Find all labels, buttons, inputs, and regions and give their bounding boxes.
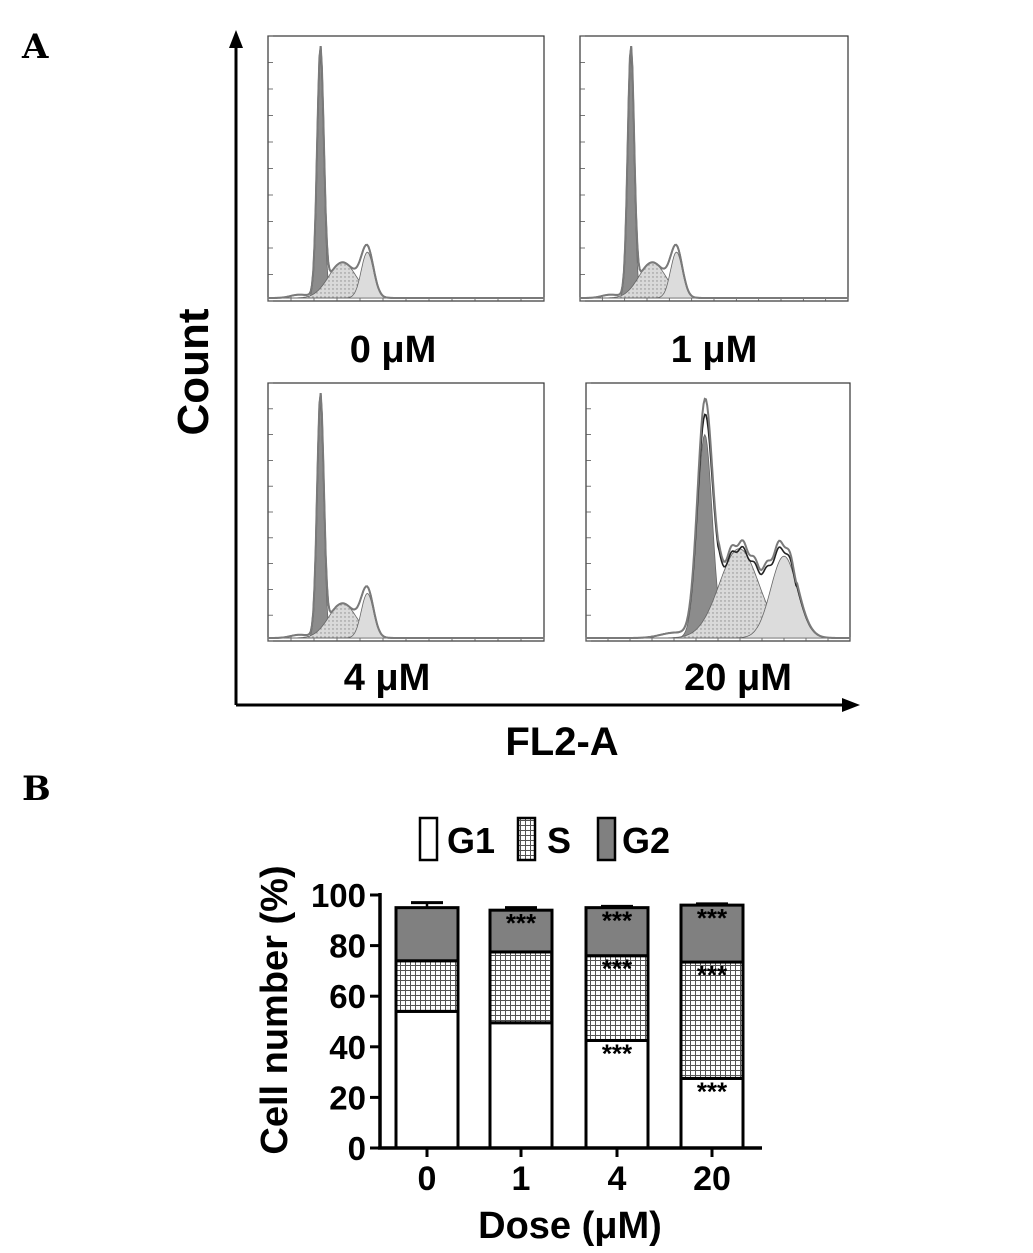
- subplot-dose-label: 1 μM: [671, 329, 758, 371]
- subplot-dose-label: 4 μM: [344, 657, 431, 699]
- legend-swatch-g1: [418, 816, 439, 862]
- b-x-axis-label: Dose (μM): [478, 1205, 662, 1247]
- bar-s-dose-4: [584, 954, 650, 1042]
- y-tick-label: 0: [348, 1130, 366, 1167]
- significance-marker: ***: [697, 960, 728, 990]
- subplot-frame: [267, 35, 545, 302]
- y-tick-label: 100: [311, 877, 366, 914]
- bar-g1-dose-0: [394, 1009, 460, 1150]
- y-tick-label: 80: [329, 928, 366, 965]
- subplot-frame: [267, 382, 545, 642]
- legend-label-g1: G1: [447, 820, 495, 861]
- bar-g2-dose-0: [394, 906, 460, 963]
- bar-g1-dose-4: [584, 1038, 650, 1150]
- model-fit-line: [580, 45, 848, 299]
- significance-marker: ***: [602, 1038, 633, 1068]
- bar-g2-dose-1: [488, 908, 554, 954]
- significance-marker: ***: [697, 1076, 728, 1106]
- y-tick-label: 60: [329, 978, 366, 1015]
- histogram-subplot: 4 μM: [267, 382, 545, 699]
- y-tick-label: 40: [329, 1029, 366, 1066]
- b-y-axis-label: Cell number (%): [254, 865, 296, 1154]
- a-y-axis-arrow: [229, 30, 243, 48]
- subplot-dose-label: 20 μM: [684, 657, 792, 699]
- bar-s-dose-1: [488, 950, 554, 1025]
- histogram-subplot: 1 μM: [579, 35, 849, 371]
- y-tick-label: 20: [329, 1079, 366, 1116]
- model-fit-line: [268, 45, 544, 299]
- subplot-frame: [579, 35, 849, 302]
- panel-b: B G1 S G2 0 20 40 60 80 100 0 *** 1 *** *** *** 4 *** **…: [22, 769, 762, 1247]
- subplot-dose-label: 0 μM: [350, 329, 437, 371]
- bar-g2-dose-4: [584, 906, 650, 958]
- a-y-axis-label: Count: [169, 308, 218, 435]
- significance-marker: ***: [506, 908, 537, 938]
- significance-marker: ***: [602, 906, 633, 936]
- a-x-axis-label: FL2-A: [505, 720, 618, 764]
- significance-marker: ***: [697, 903, 728, 933]
- model-fit-line: [268, 392, 544, 639]
- x-tick-label: 0: [418, 1160, 437, 1198]
- bar-g1-dose-1: [488, 1021, 554, 1150]
- stacked-bar-chart: 0 20 40 60 80 100 0 *** 1 *** *** *** 4 *** *** *** 20 Ce…: [254, 865, 762, 1247]
- histogram-grid: 0 μM 1 μM 4 μM 20 μM: [267, 35, 851, 699]
- bar-s-dose-0: [394, 959, 460, 1013]
- histogram-subplot: 0 μM: [267, 35, 545, 371]
- model-fit-line: [586, 397, 850, 639]
- x-tick-label: 20: [693, 1160, 731, 1198]
- bar-s-dose-20: [679, 960, 745, 1080]
- a-x-axis-arrow: [842, 698, 860, 712]
- x-tick-label: 1: [512, 1160, 531, 1198]
- legend: G1 S G2: [418, 816, 670, 862]
- panel-a: A Count FL2-A 0 μM 1 μM 4 μM 20 μM: [21, 27, 860, 764]
- legend-label-g2: G2: [622, 820, 670, 861]
- panel-a-letter: A: [21, 27, 49, 67]
- legend-swatch-g2: [596, 816, 617, 862]
- significance-marker: ***: [602, 954, 633, 984]
- legend-label-s: S: [547, 820, 571, 861]
- panel-b-letter: B: [22, 769, 51, 809]
- legend-swatch-s: [516, 816, 537, 862]
- x-tick-label: 4: [608, 1160, 627, 1198]
- histogram-subplot: 20 μM: [585, 382, 851, 699]
